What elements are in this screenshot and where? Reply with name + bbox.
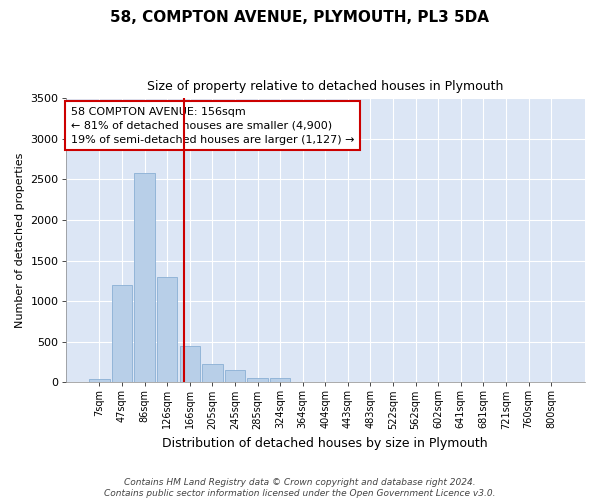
Y-axis label: Number of detached properties: Number of detached properties [15, 152, 25, 328]
Text: Contains HM Land Registry data © Crown copyright and database right 2024.
Contai: Contains HM Land Registry data © Crown c… [104, 478, 496, 498]
Bar [270, 378, 290, 382]
Text: 58 COMPTON AVENUE: 156sqm
← 81% of detached houses are smaller (4,900)
19% of se: 58 COMPTON AVENUE: 156sqm ← 81% of detac… [71, 107, 355, 145]
Bar [134, 173, 155, 382]
Bar [89, 378, 110, 382]
Bar [202, 364, 223, 382]
Bar [157, 277, 178, 382]
Bar [225, 370, 245, 382]
Bar [179, 346, 200, 382]
Bar [247, 378, 268, 382]
X-axis label: Distribution of detached houses by size in Plymouth: Distribution of detached houses by size … [163, 437, 488, 450]
Bar [112, 285, 132, 382]
Title: Size of property relative to detached houses in Plymouth: Size of property relative to detached ho… [147, 80, 503, 93]
Text: 58, COMPTON AVENUE, PLYMOUTH, PL3 5DA: 58, COMPTON AVENUE, PLYMOUTH, PL3 5DA [110, 10, 490, 25]
